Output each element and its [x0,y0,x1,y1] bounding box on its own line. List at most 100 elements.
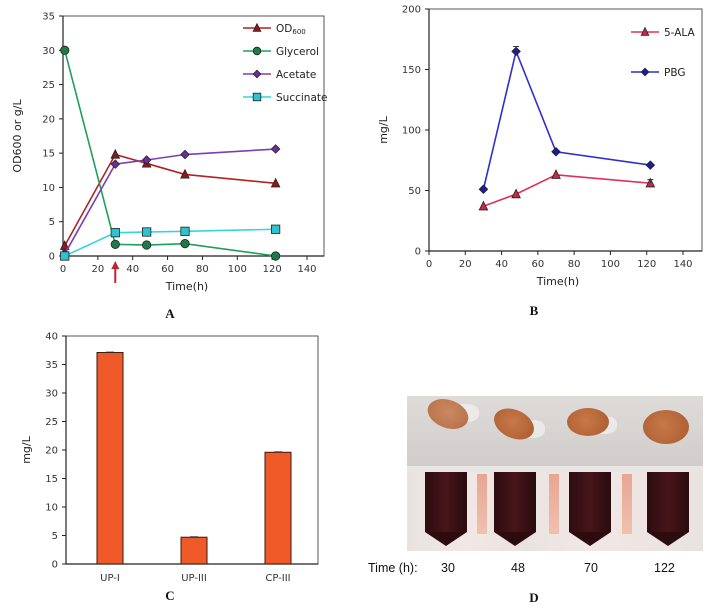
panel-label-d: D [529,590,538,605]
panel-b-x-axis-label: Time(h) [536,275,579,288]
legend-label-subscript: 600 [292,28,305,36]
bar-cp-iii [264,451,292,565]
panel-a-y-tick-label: 20 [42,114,55,125]
data-point-5-ala [478,200,489,211]
data-point-5-ala [511,188,521,199]
legend-label-od600: OD600 [276,23,306,36]
legend-marker-acetate [252,69,262,79]
panel-c-y-tick-label: 15 [45,474,58,485]
data-point-glycerol [60,45,70,55]
legend-marker-glycerol [252,46,262,56]
legend-label-5-ala: 5-ALA [664,27,696,39]
panel-label-a: A [165,306,175,321]
series-line-5-ala [483,173,651,207]
panel-b-x-tick-label: 40 [495,259,508,270]
tube-tip [425,532,467,546]
panel-a-y-tick-label: 35 [42,12,55,23]
panel-c-y-tick-label: 0 [52,560,58,571]
panel-b-plot-frame [428,8,703,252]
pellet-70h [567,408,609,436]
panel-a-x-tick-label: 40 [126,264,139,275]
panel-a-y-tick-label: 30 [42,46,55,57]
data-point-succinate [271,224,281,234]
panel-a-x-tick-label: 80 [196,264,209,275]
legend-label-acetate: Acetate [276,69,316,81]
data-point-pbg [645,160,656,170]
photo-time-70: 70 [584,561,598,575]
panel-c-y-tick-label: 40 [45,332,58,343]
series-line-glycerol [63,50,276,257]
panel-a-y-tick-label: 10 [42,183,55,194]
photo-time-label: Time (h): [368,561,418,575]
data-point-pbg [551,147,561,157]
tube-tip [569,532,611,546]
panel-c-y-tick-label: 30 [45,389,58,400]
panel-a-x-tick-label: 0 [60,264,66,275]
panel-label-b: B [530,303,539,318]
data-point-succinate [60,251,70,261]
category-label-cp-iii: CP-III [265,573,290,584]
panel-a-x-tick-label: 20 [91,264,104,275]
panel-a-y-tick-label: 5 [49,217,55,228]
panel-b-y-axis-label: mg/L [377,115,390,143]
photo-divider [407,466,703,472]
panel-b-y-tick-label: 150 [402,65,421,76]
data-point-glycerol [110,239,120,249]
panel-a-y-tick-label: 25 [42,80,55,91]
panel-b-x-tick-label: 0 [426,259,432,270]
tube-reflection [549,474,559,534]
series-line-pbg [482,48,651,190]
data-point-acetate [110,159,121,169]
tube-70h [569,472,611,532]
legend-label-main: OD [276,23,292,35]
data-point-pbg [478,184,489,195]
panel-label-c: C [165,588,174,603]
tube-48h [494,472,536,532]
panel-b-x-tick-label: 100 [601,259,620,270]
legend-label-succinate: Succinate [276,92,327,104]
panel-a-x-tick-label: 120 [263,264,282,275]
panel-a-y-tick-label: 15 [42,149,55,160]
legend-marker-pbg [640,67,650,77]
data-point-acetate [180,149,190,160]
panel-b-x-tick-label: 120 [637,259,656,270]
panel-c-y-tick-label: 20 [45,446,58,457]
panel-b-x-tick-label: 140 [673,259,692,270]
panel-c-y-tick-label: 25 [45,417,58,428]
data-point-acetate [270,144,281,154]
tube-reflection [622,474,632,534]
series-line-acetate [64,148,276,255]
data-point-od600 [180,168,190,179]
panel-a-y-tick-label: 0 [49,252,55,263]
data-point-glycerol [142,240,152,250]
legend-label-pbg: PBG [664,67,686,79]
panel-b-y-tick-label: 50 [408,186,421,197]
data-point-succinate [110,228,120,238]
category-label-up-iii: UP-III [181,573,207,584]
data-point-succinate [180,226,190,236]
photo-time-48: 48 [511,561,525,575]
data-point-succinate [142,227,152,237]
panel-b-x-tick-label: 80 [568,259,581,270]
panel-a-x-tick-label: 100 [228,264,247,275]
tube-tip [494,532,536,546]
category-label-up-i: UP-I [100,573,120,584]
data-point-od600 [110,148,121,159]
panel-a-x-axis-label: Time(h) [165,280,208,293]
data-point-od600 [270,177,281,188]
panel-c-y-tick-label: 35 [45,360,58,371]
tube-photo [407,396,703,551]
panel-a-x-tick-label: 140 [297,264,316,275]
photo-time-122: 122 [654,561,675,575]
legend-label-glycerol: Glycerol [276,46,319,58]
panel-c-y-axis-label: mg/L [20,435,33,463]
pellet-122h [643,410,689,444]
tube-reflection [477,474,487,534]
panel-b-y-tick-label: 200 [402,5,421,16]
data-point-glycerol [180,239,190,249]
panel-c-y-tick-label: 5 [52,531,58,542]
tube-122h [647,472,689,532]
panel-b-y-tick-label: 0 [415,247,421,258]
annotation-arrow-head [111,261,120,269]
panel-b-x-tick-label: 60 [531,259,544,270]
